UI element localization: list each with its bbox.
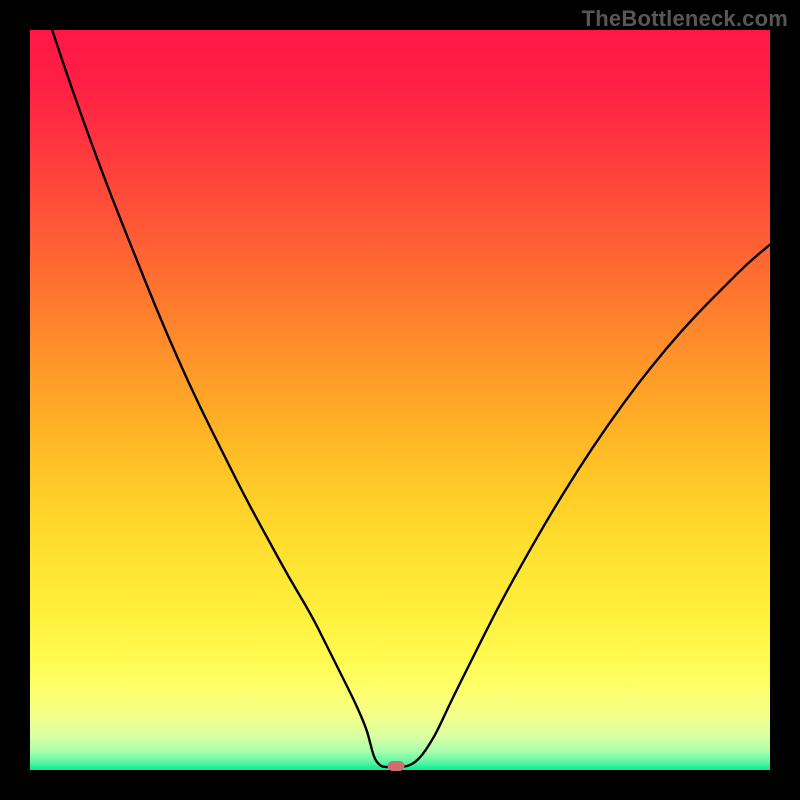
bottleneck-curve: [30, 30, 770, 770]
plot-wrap: [0, 0, 800, 800]
plot-area: [30, 30, 770, 770]
watermark-text: TheBottleneck.com: [582, 6, 788, 32]
minimum-marker: [388, 761, 405, 771]
